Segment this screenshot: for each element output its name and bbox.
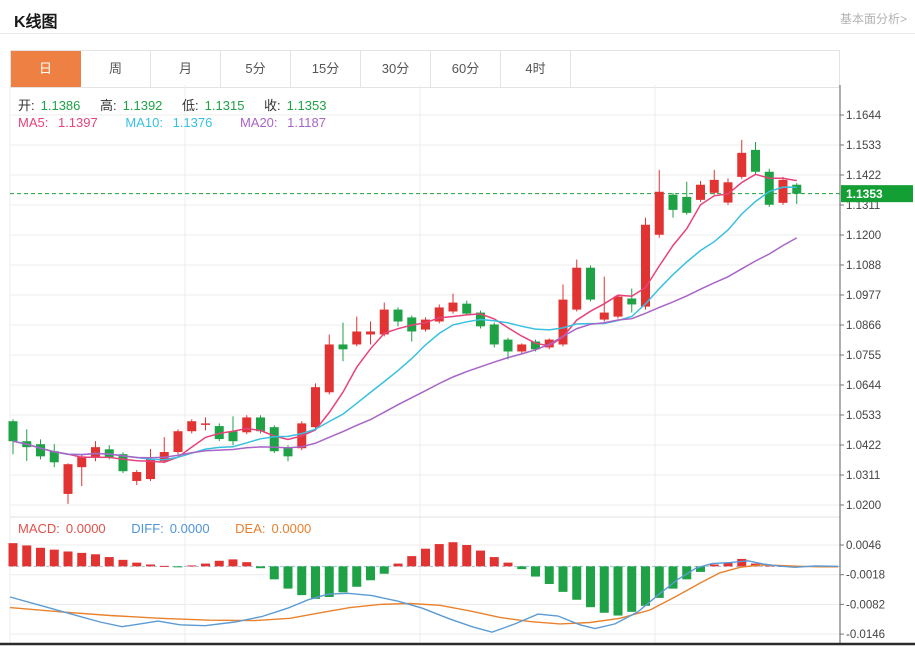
tab-day[interactable]: 日 bbox=[11, 51, 81, 87]
axis-tick-label: 1.1644 bbox=[846, 110, 882, 122]
current-price-badge: 1.1353 bbox=[841, 185, 913, 203]
tab-5min[interactable]: 5分 bbox=[221, 51, 291, 87]
gridlines bbox=[9, 85, 840, 643]
dea-label-value: DEA: 0.0000 bbox=[235, 521, 312, 536]
ma10-label-value: MA10: 1.1376 bbox=[125, 115, 213, 130]
ohlc-row: 开: 1.1386 高: 1.1392 低: 1.1315 收: 1.1353 bbox=[18, 95, 342, 114]
ma20-label-value: MA20: 1.1187 bbox=[239, 115, 326, 130]
page-title: K线图 bbox=[14, 14, 58, 31]
tab-60min[interactable]: 60分 bbox=[431, 51, 501, 87]
ma5-line bbox=[12, 173, 797, 464]
high-value: 1.1392 bbox=[122, 98, 163, 113]
close-label: 收: bbox=[264, 98, 281, 113]
price-axis: 1.1644 1.1533 1.1422 1.1311 1.1200 1.1088 1.09… bbox=[0, 85, 915, 646]
axis-tick-label: -0.0018 bbox=[846, 570, 885, 582]
open-label: 开: bbox=[18, 98, 35, 113]
tab-15min[interactable]: 15分 bbox=[291, 51, 361, 87]
macd-histogram bbox=[8, 542, 802, 616]
axis-tick-label: 1.1200 bbox=[846, 230, 881, 242]
axis-tick-label: 1.0866 bbox=[846, 320, 881, 332]
period-tabbar: 日 周 月 5分 15分 30分 60分 4时 bbox=[10, 50, 840, 88]
close-value: 1.1353 bbox=[286, 98, 327, 113]
candle-bodies bbox=[8, 149, 802, 494]
low-value: 1.1315 bbox=[204, 98, 245, 113]
axis-tick-label: 1.0311 bbox=[846, 470, 880, 482]
open-value: 1.1386 bbox=[40, 98, 81, 113]
axis-tick-label: 1.0422 bbox=[846, 440, 881, 452]
ma-row: MA5: 1.1397 MA10: 1.1376 MA20: 1.1187 bbox=[18, 115, 338, 130]
axis-tick-label: 1.0977 bbox=[846, 290, 881, 302]
axis-tick-label: 1.0755 bbox=[846, 350, 881, 362]
diff-label-value: DIFF: 0.0000 bbox=[131, 521, 210, 536]
tab-30min[interactable]: 30分 bbox=[361, 51, 431, 87]
tab-4hour[interactable]: 4时 bbox=[501, 51, 571, 87]
axis-tick-label: 0.0046 bbox=[846, 540, 881, 552]
axis-tick-label: 1.0200 bbox=[846, 500, 881, 512]
ma20-line bbox=[12, 237, 798, 459]
diff-line bbox=[9, 560, 839, 633]
axis-tick-label: 1.1088 bbox=[846, 260, 881, 272]
axis-tick-label: 1.1311 bbox=[846, 200, 880, 212]
ma10-line bbox=[12, 186, 797, 461]
axis-tick-label: 1.0644 bbox=[846, 380, 882, 392]
ma5-label-value: MA5: 1.1397 bbox=[18, 115, 98, 130]
tab-month[interactable]: 月 bbox=[151, 51, 221, 87]
axis-tick-label: 1.0533 bbox=[846, 410, 881, 422]
macd-label-value: MACD: 0.0000 bbox=[18, 521, 106, 536]
axis-tick-label: -0.0082 bbox=[846, 599, 885, 611]
candle-wicks bbox=[12, 139, 798, 504]
macd-row: MACD: 0.0000 DIFF: 0.0000 DEA: 0.0000 bbox=[18, 521, 323, 536]
low-label: 低: bbox=[182, 98, 199, 113]
current-price-text: 1.1353 bbox=[846, 187, 883, 201]
high-label: 高: bbox=[100, 98, 117, 113]
axis-tick-label: 1.1533 bbox=[846, 140, 881, 152]
axis-tick-label: -0.0146 bbox=[846, 629, 885, 641]
tab-week[interactable]: 周 bbox=[81, 51, 151, 87]
header-divider bbox=[0, 33, 915, 34]
axis-tick-label: 1.1422 bbox=[846, 170, 881, 182]
dea-line bbox=[9, 564, 838, 625]
fundamental-analysis-link[interactable]: 基本面分析> bbox=[839, 12, 907, 26]
